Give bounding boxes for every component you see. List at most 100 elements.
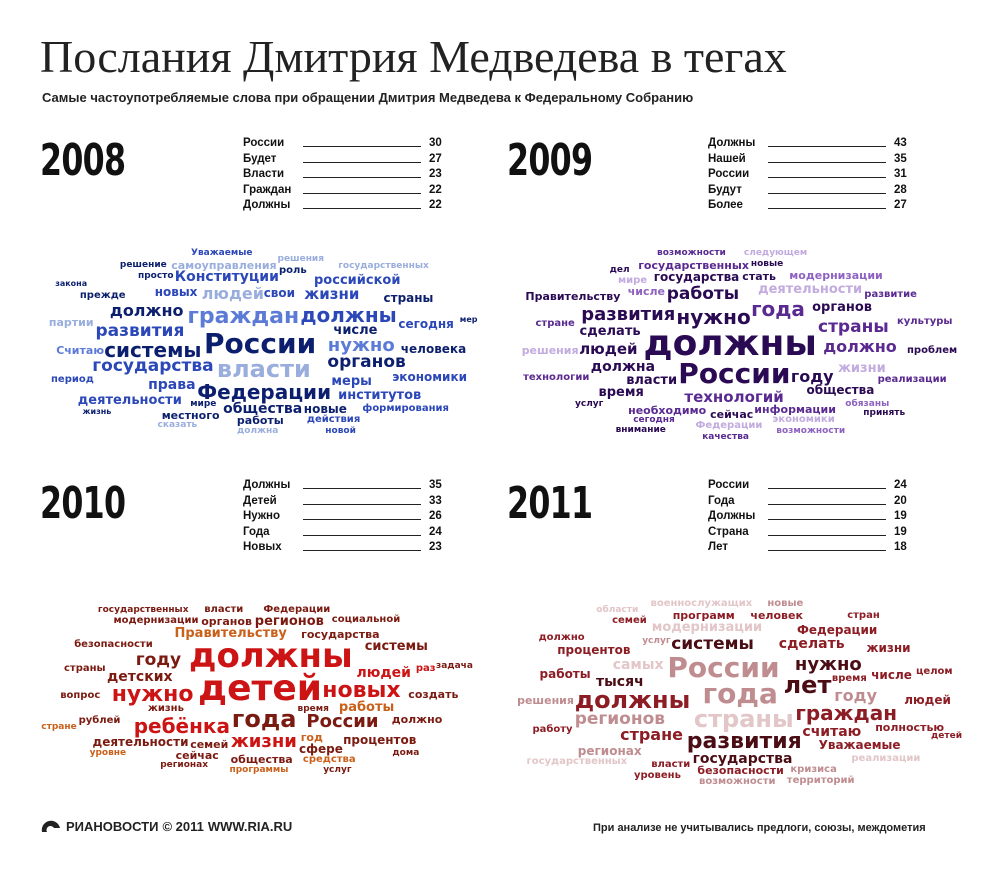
cloud-word: программ (672, 608, 735, 622)
rank-leader-line (303, 146, 421, 147)
cloud-word: развития (95, 321, 185, 342)
cloud-word: процентов (343, 732, 417, 747)
cloud-word: Правительству (174, 626, 287, 641)
year-label: 2008 (40, 135, 126, 186)
cloud-word: регионах (577, 743, 642, 758)
rank-word: Года (243, 525, 270, 538)
year-label: 2011 (507, 478, 593, 529)
rank-row: Детей 33 (243, 495, 453, 511)
rank-word: России (708, 479, 750, 491)
ria-logo[interactable]: РИАНОВОСТИ © 2011 WWW.RIA.RU (40, 818, 292, 834)
rank-row: Новых 23 (243, 541, 453, 557)
cloud-word: технологии (523, 372, 590, 384)
cloud-word: людей (201, 284, 264, 304)
cloud-word: должны (574, 685, 691, 714)
cloud-word: права (148, 376, 196, 393)
cloud-word: меры (331, 374, 372, 389)
rank-word: Будет (243, 152, 277, 165)
cloud-word: жизни (304, 284, 360, 303)
cloud-word: жизнь (82, 407, 112, 417)
cloud-word: услуг (575, 399, 604, 409)
cloud-word: общества (230, 752, 293, 766)
rank-leader-line (768, 503, 886, 505)
rank-table: России 30 Будет 27 Власти 23 Граждан 22 Должны 22 (243, 137, 453, 215)
cloud-word: регионов (574, 708, 666, 729)
rank-row: Нашей 35 (708, 153, 918, 169)
rank-leader-line (768, 177, 886, 179)
cloud-word: создать (408, 687, 459, 701)
rank-word: Нашей (708, 152, 746, 165)
rank-count: 18 (894, 541, 907, 554)
cloud-word: года (231, 705, 297, 734)
rank-leader-line (303, 161, 421, 163)
cloud-word: развития (581, 304, 676, 326)
cloud-word: стране (620, 724, 684, 744)
cloud-word: технологий (684, 387, 784, 406)
rank-leader-line (303, 519, 421, 521)
cloud-word: России (667, 650, 780, 684)
cloud-word: новые (750, 259, 784, 270)
cloud-word: рублей (78, 715, 121, 726)
cloud-word: государства (653, 269, 740, 284)
cloud-word: деятельности (92, 734, 189, 749)
cloud-word: должны (643, 323, 817, 365)
cloud-word: должна (590, 358, 656, 375)
cloud-word: целом (916, 665, 953, 677)
cloud-word: сейчас (710, 407, 754, 421)
cloud-word: социальной (331, 614, 401, 626)
rank-count: 35 (894, 152, 907, 165)
cloud-word: деятельности (77, 393, 182, 409)
cloud-word: регионов (254, 613, 324, 629)
cloud-word: территорий (786, 775, 855, 787)
rank-count: 31 (894, 168, 907, 181)
word-cloud: должны России нужно года развития работы стран… (500, 238, 960, 448)
cloud-word: должно (391, 712, 443, 726)
rank-leader-line (768, 534, 886, 536)
ria-logo-icon (41, 820, 60, 832)
cloud-word: нужно (676, 305, 751, 330)
cloud-word: страны (693, 704, 794, 733)
rank-leader-line (303, 550, 421, 552)
cloud-word: стране (41, 721, 77, 732)
cloud-word: партии (48, 315, 94, 329)
cloud-word: мире (618, 275, 648, 287)
cloud-word: средства (302, 753, 356, 765)
rank-word: России (243, 137, 285, 149)
cloud-word: военнослужащих (650, 597, 753, 609)
rank-row: Должны 35 (243, 479, 453, 495)
rank-word: Года (708, 494, 735, 507)
cloud-word: модернизации (789, 268, 883, 282)
rank-count: 30 (429, 137, 442, 149)
rank-count: 35 (429, 479, 442, 491)
cloud-word: проблем (907, 345, 958, 357)
rank-row: Власти 23 (243, 168, 453, 184)
cloud-word: году (790, 367, 834, 387)
rank-row: Лет 18 (708, 541, 918, 557)
cloud-word: ребёнка (133, 713, 230, 738)
cloud-word: должно (109, 301, 184, 321)
rank-word: Страна (708, 525, 749, 538)
cloud-word: государственных (338, 260, 429, 271)
cloud-word: страны (818, 317, 889, 338)
cloud-word: года (751, 297, 805, 322)
footer-note: При анализе не учитывались предлоги, сою… (593, 822, 926, 834)
cloud-word: регионах (160, 760, 209, 770)
rank-leader-line (303, 503, 421, 505)
cloud-word: российской (314, 272, 401, 288)
site-link[interactable]: WWW.RIA.RU (207, 818, 293, 834)
cloud-word: развитие (864, 289, 917, 300)
cloud-word: должны (300, 302, 397, 327)
rank-count: 22 (429, 199, 442, 212)
cloud-word: должно (538, 632, 585, 643)
cloud-word: раз (415, 662, 436, 674)
cloud-word: страны (64, 663, 106, 674)
cloud-word: работы (666, 283, 740, 304)
rank-leader-line (768, 550, 886, 552)
rank-row: России 31 (708, 168, 918, 184)
cloud-word: Федерации (695, 419, 763, 431)
cloud-word: детей (198, 668, 322, 710)
cloud-word: власти (626, 372, 678, 388)
rank-word: России (708, 168, 750, 181)
cloud-word: Уважаемые (191, 248, 253, 259)
cloud-word: экономики (772, 414, 835, 426)
